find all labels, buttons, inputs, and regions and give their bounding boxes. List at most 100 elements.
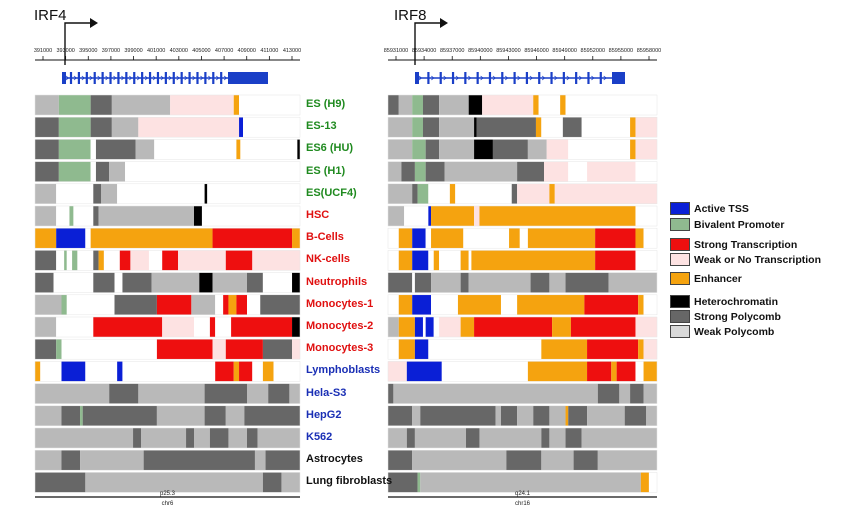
legend-swatch-active-tss	[670, 202, 690, 215]
segment-strong-polycomb	[35, 161, 59, 182]
gene-exon	[133, 72, 136, 84]
segment-enhancer	[638, 339, 644, 360]
track-row-k562	[387, 427, 658, 449]
track-row-monocytes-3	[387, 338, 658, 360]
segment-quiescent	[56, 183, 94, 204]
segment-strong-transcription	[236, 294, 247, 315]
segment-strong-transcription	[474, 317, 553, 337]
segment-weak-transcription	[474, 206, 480, 226]
gene-exon	[220, 72, 223, 84]
track-row-es6-hu	[34, 139, 301, 160]
segment-quiescent	[635, 206, 657, 226]
segment-weak-polycomb	[412, 450, 507, 471]
segment-enhancer	[433, 250, 440, 271]
segment-weak-polycomb	[388, 139, 413, 160]
segment-quiescent	[428, 339, 542, 360]
segment-active-tss	[61, 361, 86, 382]
segment-quiescent	[468, 250, 472, 271]
track-row-es-h9	[34, 94, 301, 116]
scale-tick-label: 411000	[260, 48, 278, 54]
segment-weak-polycomb	[156, 405, 205, 426]
gene-strand-arrow	[128, 75, 133, 81]
legend-item-bivalent: Bivalent Promoter	[670, 218, 784, 231]
gene-exon	[101, 72, 104, 84]
segment-active-tss	[56, 228, 86, 249]
track-outline	[34, 250, 301, 271]
segment-quiescent	[273, 361, 300, 382]
segment-quiescent	[425, 228, 432, 249]
segment-strong-transcription	[239, 361, 253, 382]
segment-active-tss	[414, 317, 423, 337]
track-outline	[34, 205, 301, 227]
legend-label-strong-transcription: Strong Transcription	[694, 238, 798, 251]
segment-weak-transcription	[635, 139, 657, 160]
track-outline	[387, 427, 658, 449]
gene-strand-arrow	[121, 75, 125, 81]
track-outline	[387, 383, 658, 404]
segment-strong-polycomb	[388, 383, 394, 404]
segment-strong-polycomb	[573, 450, 598, 471]
track-outline	[34, 316, 301, 338]
segment-quiescent	[463, 228, 510, 249]
segment-strong-polycomb	[562, 117, 582, 138]
gene-strand-arrow	[418, 75, 423, 81]
segment-strong-polycomb	[388, 472, 418, 493]
cell-label-es-h1: ES (H1)	[306, 164, 346, 177]
segment-strong-polycomb	[186, 428, 194, 448]
segment-strong-transcription	[225, 250, 253, 271]
segment-weak-transcription	[130, 250, 149, 271]
segment-enhancer	[233, 361, 240, 382]
segment-quiescent	[125, 161, 300, 182]
segment-strong-polycomb	[412, 183, 418, 204]
scale-tick-label: 391000	[34, 48, 52, 54]
legend-label-heterochromatin: Heterochromatin	[694, 295, 779, 308]
segment-strong-polycomb	[533, 405, 550, 426]
track-row-hsc	[34, 205, 301, 227]
legend-swatch-weak-transcription	[670, 253, 690, 266]
track-outline	[34, 338, 301, 360]
segment-active-tss	[239, 117, 244, 138]
segment-bivalent	[417, 472, 421, 493]
cell-label-hepg2: HepG2	[306, 408, 342, 421]
segment-strong-polycomb	[466, 428, 480, 448]
gene-strand-arrow	[200, 75, 204, 81]
gene-exon	[439, 72, 442, 84]
segment-strong-transcription	[162, 250, 179, 271]
gene-exon	[212, 72, 215, 84]
track-outline	[387, 405, 658, 427]
track-outline	[387, 338, 658, 360]
segment-weak-transcription	[544, 161, 569, 182]
segment-quiescent	[262, 272, 293, 293]
gene-exon	[156, 72, 160, 84]
track-row-nk-cells	[34, 250, 301, 271]
legend-item-enhancer: Enhancer	[670, 272, 742, 285]
segment-enhancer	[517, 294, 585, 315]
segment-strong-polycomb	[420, 405, 496, 426]
segment-quiescent	[388, 250, 399, 271]
segment-weak-transcription	[170, 95, 234, 115]
gene-strand-arrow	[136, 75, 141, 81]
segment-bivalent	[414, 161, 426, 182]
track-row-hela-s3	[34, 383, 301, 404]
segment-strong-polycomb	[401, 161, 415, 182]
segment-quiescent	[568, 139, 631, 160]
track-row-nk-cells	[387, 250, 658, 271]
segment-weak-polycomb	[495, 405, 501, 426]
segment-weak-transcription	[292, 339, 300, 360]
segment-quiescent	[194, 317, 210, 337]
segment-enhancer	[457, 294, 501, 315]
track-outline	[387, 139, 658, 160]
segment-heterochromatin	[474, 139, 493, 160]
segment-weak-polycomb	[527, 139, 547, 160]
legend-swatch-weak-polycomb	[670, 325, 690, 338]
segment-quiescent	[40, 361, 62, 382]
segment-strong-transcription	[215, 361, 234, 382]
track-row-monocytes-2	[34, 316, 301, 338]
track-row-monocytes-1	[34, 294, 301, 316]
track-outline	[387, 161, 658, 182]
scale-tick-label: 85931000	[384, 48, 408, 54]
segment-enhancer	[98, 250, 104, 271]
gene-strand-arrow	[554, 75, 558, 81]
segment-enhancer	[228, 294, 237, 315]
segment-weak-polycomb	[479, 428, 542, 448]
